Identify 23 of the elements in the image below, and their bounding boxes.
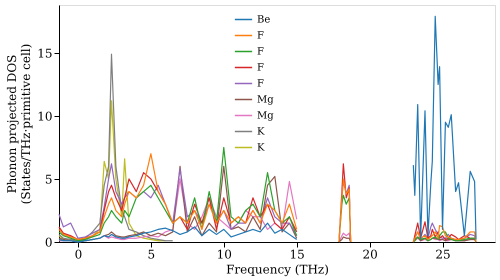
legend-label: Mg <box>257 110 274 122</box>
x-tick-label: 20 <box>362 248 378 262</box>
x-tick-label: 10 <box>216 248 232 262</box>
legend-label: F <box>257 78 264 90</box>
legend-label: K <box>257 126 265 138</box>
legend-label: F <box>257 62 264 74</box>
legend-label: F <box>257 46 264 58</box>
y-tick-label: 0 <box>44 236 52 250</box>
x-tick-label: 15 <box>290 248 305 262</box>
legend-label: Mg <box>257 94 274 106</box>
y-tick-label: 15 <box>37 46 52 60</box>
x-tick-label: 0 <box>74 248 82 262</box>
y-axis-title: Phonon projected DOS (States/THz·primitive cell) <box>5 44 34 204</box>
x-tick-label: 25 <box>435 248 451 262</box>
y-tick-label: 5 <box>44 172 52 186</box>
line-series <box>58 100 166 242</box>
line-series <box>58 54 174 242</box>
x-tick-label: 5 <box>148 248 156 262</box>
legend-label: F <box>257 30 264 42</box>
legend-label: K <box>257 142 265 154</box>
legend-label: Be <box>257 14 270 26</box>
y-tick-label: 10 <box>37 109 52 124</box>
x-axis-title: Frequency (THz) <box>226 262 329 276</box>
